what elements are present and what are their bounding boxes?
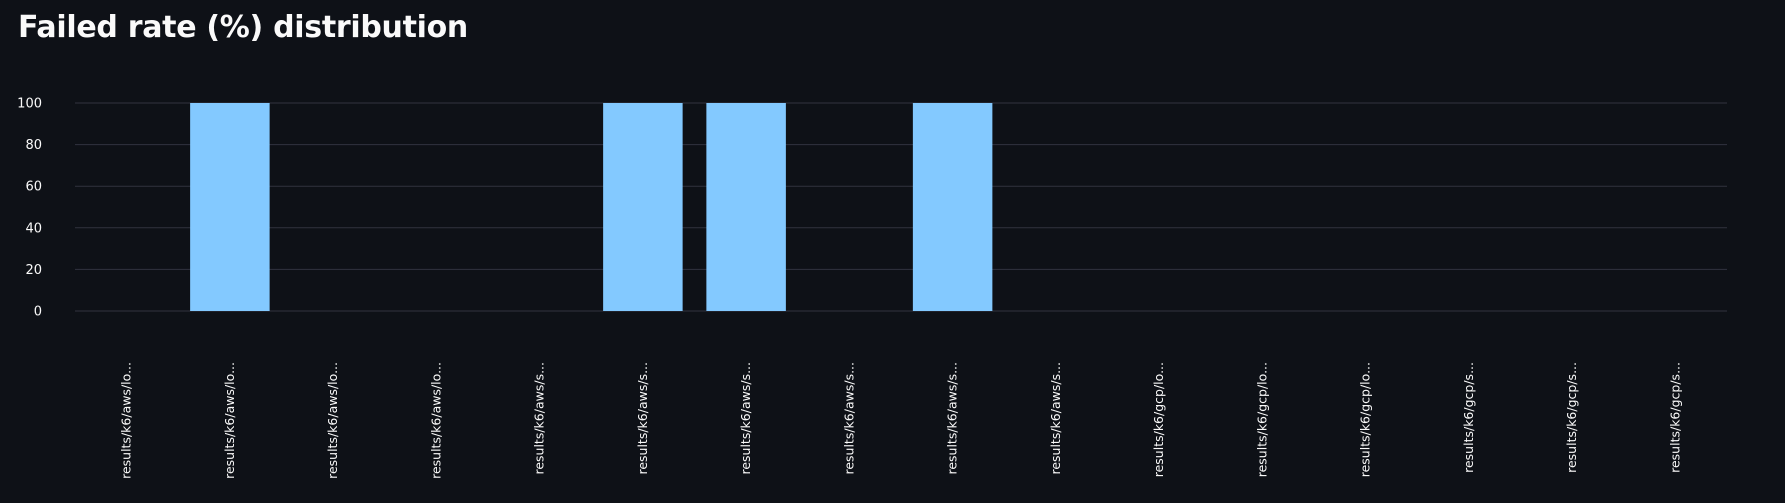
gridlines [75,102,1727,312]
y-axis-ticks: 0 20 40 60 80 100 [17,97,42,320]
x-tick-label: results/k6/aws/s... [532,362,547,475]
bar[interactable] [706,103,786,311]
x-tick-label: results/k6/gcp/lo... [1151,362,1166,477]
bar[interactable] [603,103,683,311]
x-tick-label: results/k6/aws/s... [841,362,856,475]
x-tick-label: results/k6/gcp/s... [1667,362,1682,473]
x-tick-label: results/k6/gcp/s... [1461,362,1476,473]
x-tick-label: results/k6/aws/lo... [119,362,134,479]
y-tick-label: 40 [25,221,42,236]
y-tick-label: 60 [25,180,42,195]
x-tick-label: results/k6/gcp/lo... [1254,362,1269,477]
x-tick-label: results/k6/aws/s... [1048,362,1063,475]
y-tick-label: 80 [25,138,42,153]
x-tick-label: results/k6/aws/lo... [325,362,340,479]
y-tick-label: 100 [17,97,42,112]
x-tick-label: results/k6/aws/lo... [428,362,443,479]
bar[interactable] [190,103,270,311]
bars [190,103,993,311]
y-tick-label: 0 [34,305,42,320]
chart-title: Failed rate (%) distribution [18,10,468,45]
x-tick-label: results/k6/aws/s... [738,362,753,475]
bar[interactable] [912,103,993,311]
y-tick-label: 20 [25,263,42,278]
x-tick-label: results/k6/aws/s... [635,362,650,475]
x-axis-ticks: results/k6/aws/lo... results/k6/aws/lo...… [119,362,1683,479]
x-tick-label: results/k6/gcp/lo... [1358,362,1373,477]
x-tick-label: results/k6/aws/lo... [222,362,237,479]
x-tick-label: results/k6/gcp/s... [1564,362,1579,473]
x-tick-label: results/k6/aws/s... [945,362,960,475]
